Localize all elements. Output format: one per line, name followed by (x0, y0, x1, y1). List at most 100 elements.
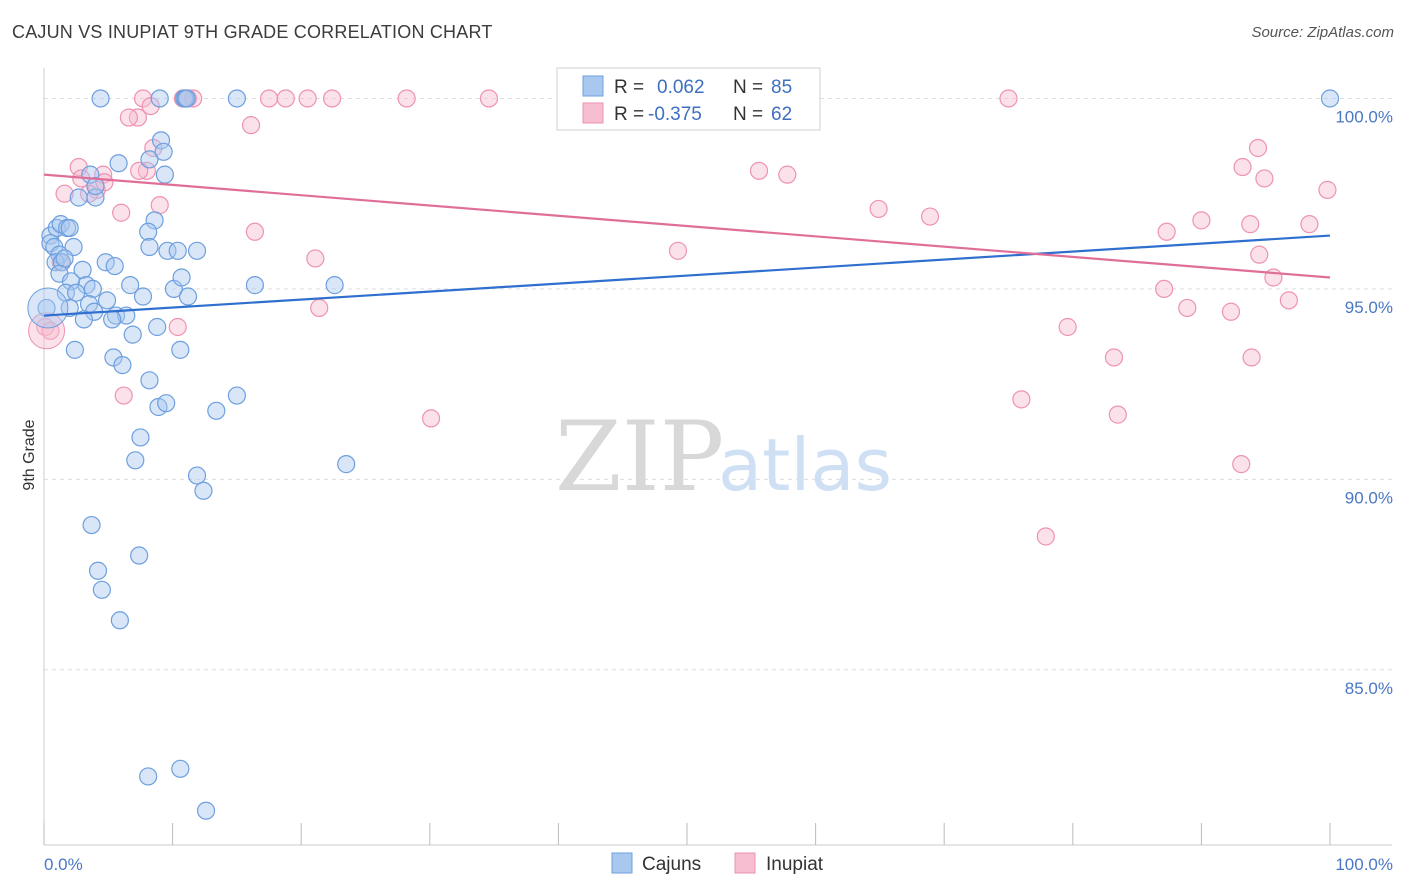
inupiat-point (1318, 180, 1337, 199)
cajun-point (187, 466, 207, 485)
inupiat-point (322, 89, 342, 108)
cajun-point (97, 291, 117, 310)
cajun-point (131, 428, 150, 447)
cajun-point (133, 287, 153, 306)
cajun-point (227, 89, 246, 108)
grid-lines (44, 97, 1392, 671)
cajun-point (56, 283, 75, 302)
cajun-trend-line (43, 234, 1331, 317)
cajun-point (41, 226, 60, 245)
inupiat-point (168, 317, 187, 337)
inupiat-point (778, 165, 797, 184)
cajun-point (151, 131, 171, 150)
cajun-point (46, 253, 65, 272)
x-tick-label-max: 100.0% (1335, 855, 1393, 874)
cajun-point (83, 279, 102, 299)
cajun-point (168, 241, 187, 260)
series-legend: Cajuns Inupiat (611, 852, 824, 875)
inupiat-point (1241, 215, 1260, 234)
cajun-point (123, 325, 142, 344)
cajun-point (109, 154, 128, 173)
cajun-point (91, 89, 110, 108)
inupiat-point (150, 196, 169, 215)
watermark-atlas: atlas (718, 423, 892, 507)
y-tick-label: 90.0% (1345, 488, 1393, 507)
inupiat-point (306, 249, 325, 268)
cajun-point (86, 176, 105, 196)
legend-label-inupiat: Inupiat (766, 854, 824, 875)
legend-r-value-inupiat: -0.375 (648, 104, 702, 125)
inupiat-point (114, 386, 133, 405)
inupiat-point (276, 89, 295, 108)
legend-n-label-cajun: N = (733, 77, 763, 98)
inupiat-point (55, 184, 74, 203)
cajun-point (69, 188, 88, 207)
x-tick-label-min: 0.0% (44, 855, 83, 874)
y-tick-labels: 85.0% 90.0% 95.0% 100.0% (1335, 107, 1393, 697)
cajun-point (150, 89, 169, 108)
inupiat-point (920, 207, 940, 226)
inupiat-points (28, 89, 1337, 546)
cajun-point (196, 801, 216, 820)
cajun-point (194, 481, 213, 500)
legend-n-label-inupiat: N = (733, 104, 763, 125)
source-label: Source: ZipAtlas.com (1251, 24, 1394, 41)
cajun-point (88, 561, 108, 580)
inupiat-point (1300, 215, 1319, 234)
watermark: ZIP atlas (555, 401, 892, 513)
inupiat-point (1192, 211, 1211, 230)
cajun-point (187, 241, 207, 260)
cajun-point (139, 767, 158, 786)
inupiat-point (749, 161, 769, 180)
inupiat-point (137, 161, 156, 180)
cajun-point (130, 546, 149, 565)
inupiat-point (397, 89, 416, 108)
legend-r-label-cajun: R = (614, 77, 644, 98)
inupiat-point (1250, 245, 1269, 264)
inupiat-point (1232, 455, 1251, 474)
cajun-point (207, 401, 226, 420)
inupiat-point (1178, 298, 1197, 318)
cajun-point (65, 340, 84, 359)
correlation-legend: R = 0.062 N = 85 R = -0.375 N = 62 (556, 67, 821, 131)
inupiat-point (668, 241, 688, 260)
inupiat-point (259, 89, 279, 108)
inupiat-point (245, 222, 265, 241)
cajun-point (73, 260, 92, 279)
cajun-point (60, 298, 79, 318)
inupiat-point (479, 89, 499, 108)
cajun-point (245, 276, 265, 295)
cajun-point (157, 394, 176, 413)
cajun-point (60, 218, 79, 238)
inupiat-trend-line (43, 173, 1331, 279)
inupiat-point (869, 199, 888, 219)
inupiat-point (1157, 222, 1176, 241)
cajun-point (227, 386, 246, 405)
cajun-point (126, 451, 145, 470)
legend-swatch-inupiat (582, 102, 604, 124)
cajun-point (177, 89, 196, 108)
inupiat-point (999, 89, 1018, 108)
cajun-point (105, 256, 124, 276)
legend-n-value-inupiat: 62 (771, 104, 792, 125)
inupiat-point (1279, 291, 1298, 310)
y-tick-label: 85.0% (1345, 679, 1393, 698)
legend-label-cajuns: Cajuns (642, 854, 701, 875)
inupiat-point (1036, 527, 1055, 546)
cajun-point (103, 310, 122, 329)
inupiat-point (130, 161, 149, 180)
cajun-point (158, 241, 177, 260)
cajun-point (140, 150, 159, 169)
watermark-zip: ZIP (555, 401, 724, 513)
inupiat-point (144, 138, 163, 158)
inupiat-point (298, 89, 317, 108)
inupiat-point (1108, 405, 1127, 424)
cajun-point (96, 253, 115, 272)
cajun-point (61, 272, 81, 291)
inupiat-point (95, 173, 114, 192)
inupiat-point (1242, 348, 1261, 367)
inupiat-point (310, 298, 329, 318)
legend-r-label-inupiat: R = (614, 104, 644, 125)
y-tick-label: 95.0% (1345, 298, 1393, 317)
